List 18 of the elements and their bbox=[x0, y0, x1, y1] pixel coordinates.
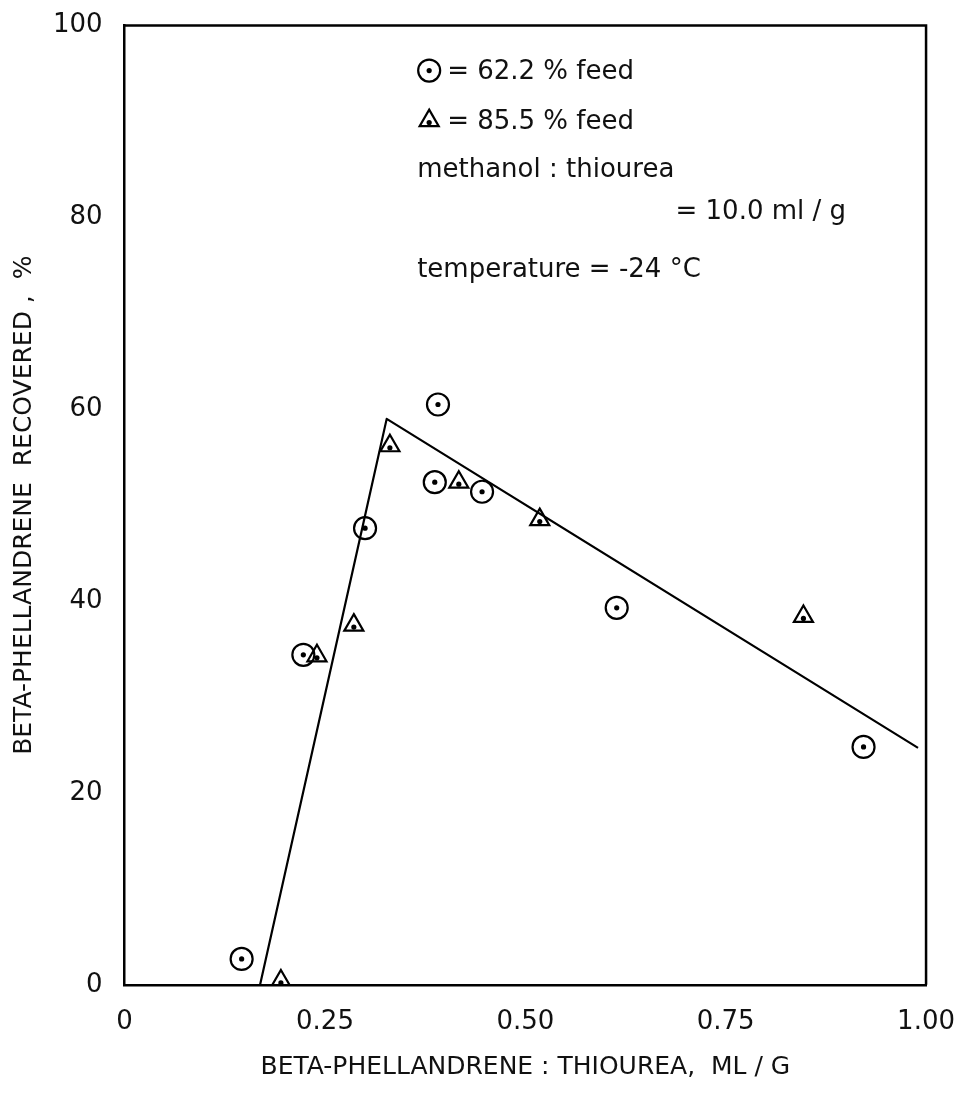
annotation: temperature = -24 °C bbox=[417, 253, 701, 284]
legend-label: = 85.5 % feed bbox=[447, 105, 634, 136]
annotation: methanol : thiourea bbox=[417, 153, 675, 184]
x-tick-label: 0.75 bbox=[696, 1005, 755, 1036]
x-tick-label: 0.25 bbox=[296, 1005, 354, 1036]
legend-label: = 62.2 % feed bbox=[447, 55, 634, 86]
y-tick-label: 80 bbox=[69, 200, 103, 231]
x-axis-title: BETA-PHELLANDRENE : THIOUREA, ML / G bbox=[260, 1050, 791, 1080]
x-tick-label: 1.00 bbox=[897, 1005, 955, 1036]
y-tick-label: 60 bbox=[69, 392, 103, 423]
y-tick-label: 0 bbox=[86, 967, 103, 998]
y-axis-title: BETA-PHELLANDRENE RECOVERED , % bbox=[7, 255, 37, 755]
y-tick-label: 20 bbox=[69, 775, 103, 806]
x-tick-label: 0 bbox=[116, 1005, 133, 1036]
x-tick-label: 0.50 bbox=[496, 1005, 555, 1036]
annotation: = 10.0 ml / g bbox=[675, 195, 847, 226]
y-tick-label: 40 bbox=[69, 583, 103, 614]
y-tick-label: 100 bbox=[52, 8, 103, 39]
